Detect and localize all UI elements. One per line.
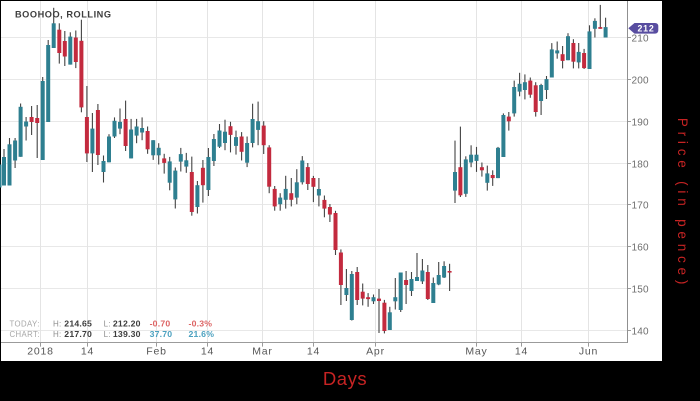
svg-text:Apr: Apr [366, 346, 385, 358]
svg-text:L:: L: [104, 330, 111, 339]
svg-text:140: 140 [632, 326, 650, 337]
svg-text:180: 180 [632, 159, 650, 170]
svg-text:37.70: 37.70 [150, 329, 173, 339]
svg-text:200: 200 [632, 75, 650, 86]
svg-text:14: 14 [515, 346, 528, 358]
svg-text:-0.70: -0.70 [150, 319, 171, 329]
svg-text:170: 170 [632, 200, 650, 211]
svg-text:L:: L: [104, 320, 111, 329]
svg-text:Jun: Jun [579, 346, 598, 358]
svg-text:Price (in pence): Price (in pence) [675, 118, 690, 289]
svg-text:217.70: 217.70 [64, 329, 92, 339]
svg-text:Mar: Mar [252, 346, 272, 358]
svg-text:14: 14 [307, 346, 320, 358]
svg-text:CHART:: CHART: [10, 330, 40, 339]
svg-text:21.6%: 21.6% [189, 329, 215, 339]
svg-text:190: 190 [632, 117, 650, 128]
svg-text:139.30: 139.30 [113, 329, 141, 339]
svg-text:Days: Days [323, 368, 367, 389]
svg-text:212: 212 [637, 23, 654, 33]
svg-text:160: 160 [632, 242, 650, 253]
svg-text:150: 150 [632, 284, 650, 295]
svg-text:May: May [465, 346, 487, 358]
svg-text:-0.3%: -0.3% [189, 319, 213, 329]
svg-text:14: 14 [81, 346, 94, 358]
svg-text:Feb: Feb [146, 346, 167, 358]
svg-text:14: 14 [201, 346, 214, 358]
svg-text:212.20: 212.20 [113, 319, 141, 329]
svg-text:H:: H: [53, 320, 61, 329]
svg-text:214.65: 214.65 [64, 319, 92, 329]
svg-text:210: 210 [632, 33, 650, 44]
svg-text:TODAY:: TODAY: [10, 320, 40, 329]
svg-text:2018: 2018 [27, 346, 54, 358]
svg-text:H:: H: [53, 330, 61, 339]
svg-text:BOOHOO, ROLLING: BOOHOO, ROLLING [15, 10, 112, 20]
